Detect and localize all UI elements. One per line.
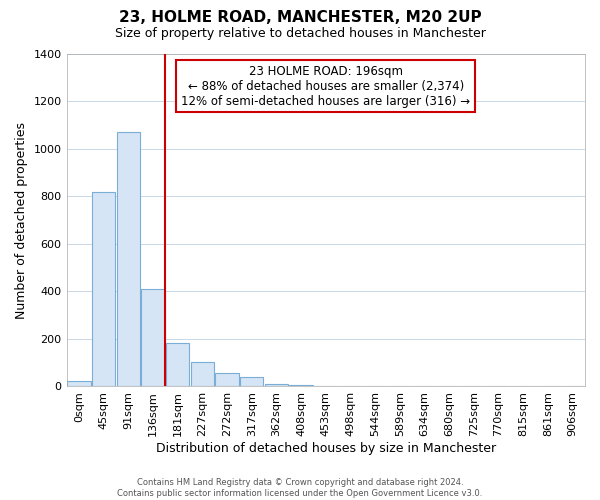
X-axis label: Distribution of detached houses by size in Manchester: Distribution of detached houses by size … bbox=[156, 442, 496, 455]
Bar bbox=[265, 384, 288, 386]
Bar bbox=[92, 192, 115, 386]
Bar bbox=[67, 380, 91, 386]
Bar bbox=[166, 342, 190, 386]
Bar bbox=[215, 374, 239, 386]
Text: 23, HOLME ROAD, MANCHESTER, M20 2UP: 23, HOLME ROAD, MANCHESTER, M20 2UP bbox=[119, 10, 481, 25]
Bar bbox=[240, 378, 263, 386]
Bar bbox=[116, 132, 140, 386]
Text: Contains HM Land Registry data © Crown copyright and database right 2024.
Contai: Contains HM Land Registry data © Crown c… bbox=[118, 478, 482, 498]
Text: Size of property relative to detached houses in Manchester: Size of property relative to detached ho… bbox=[115, 28, 485, 40]
Bar bbox=[141, 289, 164, 386]
Y-axis label: Number of detached properties: Number of detached properties bbox=[15, 122, 28, 318]
Bar bbox=[191, 362, 214, 386]
Text: 23 HOLME ROAD: 196sqm
← 88% of detached houses are smaller (2,374)
12% of semi-d: 23 HOLME ROAD: 196sqm ← 88% of detached … bbox=[181, 64, 470, 108]
